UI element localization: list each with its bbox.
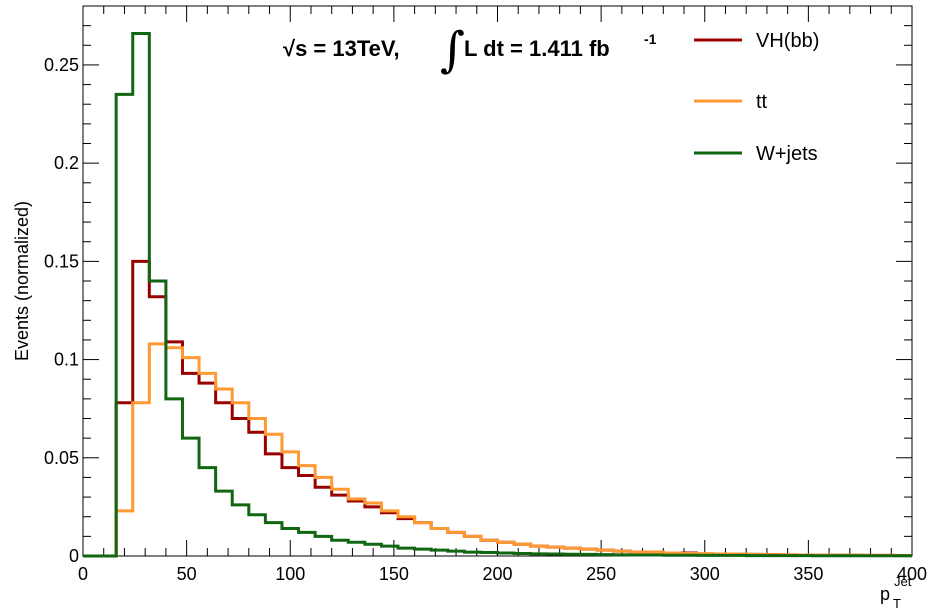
y-axis-title: Events (normalized) bbox=[12, 201, 32, 361]
y-tick-label: 0.25 bbox=[44, 55, 79, 75]
lumi-text: L dt = 1.411 fb bbox=[464, 36, 610, 61]
x-tick-label: 150 bbox=[379, 564, 409, 584]
y-tick-labels: 0 0.05 0.1 0.15 0.2 0.25 bbox=[44, 55, 79, 566]
lumi-exponent: -1 bbox=[644, 31, 657, 47]
x-tick-label: 0 bbox=[78, 564, 88, 584]
y-tick-label: 0.15 bbox=[44, 251, 79, 271]
x-tick-label: 250 bbox=[586, 564, 616, 584]
legend-label: tt bbox=[756, 91, 768, 113]
y-tick-label: 0.05 bbox=[44, 448, 79, 468]
x-tick-label: 50 bbox=[177, 564, 197, 584]
x-tick-labels: 0 50 100 150 200 250 300 350 400 bbox=[78, 564, 927, 584]
x-axis-title-subscript: T bbox=[893, 596, 901, 611]
axis-ticks bbox=[82, 5, 913, 557]
legend-label: W+jets bbox=[756, 143, 818, 165]
series-line-vh-bb- bbox=[83, 259, 912, 558]
series-line-tt bbox=[83, 342, 912, 558]
x-tick-label: 400 bbox=[897, 564, 927, 584]
series-line-w-jets bbox=[83, 32, 912, 558]
x-tick-label: 200 bbox=[482, 564, 512, 584]
x-tick-label: 300 bbox=[690, 564, 720, 584]
y-tick-label: 0 bbox=[69, 546, 79, 566]
integral-sign: ∫ bbox=[440, 22, 465, 78]
x-axis-title-base: p bbox=[880, 584, 890, 604]
x-axis-title-superscript: Jet bbox=[894, 574, 912, 589]
y-tick-label: 0.1 bbox=[54, 350, 79, 370]
legend-label: VH(bb) bbox=[756, 30, 819, 52]
y-tick-label: 0.2 bbox=[54, 153, 79, 173]
sqrt-s-text: √s = 13TeV, bbox=[283, 36, 400, 61]
x-tick-label: 100 bbox=[275, 564, 305, 584]
lumi-annotation: √s = 13TeV, ∫ L dt = 1.411 fb -1 bbox=[283, 22, 657, 78]
legend: VH(bb) tt W+jets bbox=[694, 30, 819, 165]
plot-frame bbox=[82, 5, 913, 557]
histogram-series bbox=[83, 32, 912, 558]
x-axis-title: p Jet T bbox=[880, 574, 912, 611]
x-tick-label: 350 bbox=[793, 564, 823, 584]
